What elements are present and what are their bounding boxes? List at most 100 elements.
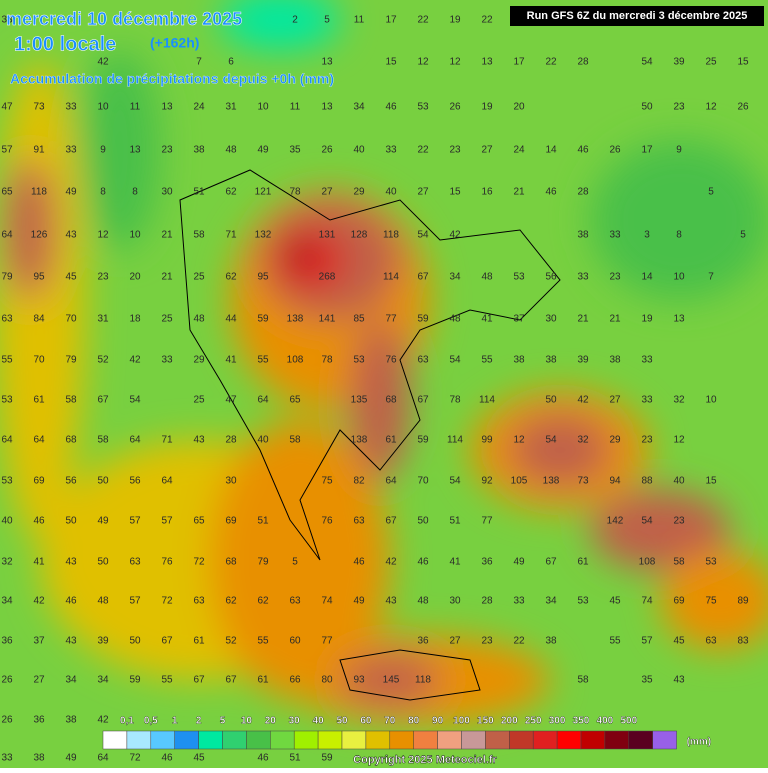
legend-swatch bbox=[580, 730, 606, 750]
grid-value: 108 bbox=[639, 557, 656, 568]
legend: 0,1 0,5 1 2 5 10 20 30 40 50 60 70 80 90 100 150 200 250 3… bbox=[102, 715, 711, 750]
grid-value: 57 bbox=[161, 516, 173, 527]
grid-value: 30 bbox=[449, 596, 461, 607]
grid-value: 89 bbox=[737, 596, 749, 607]
grid-value: 63 bbox=[193, 596, 205, 607]
legend-swatch bbox=[317, 730, 343, 750]
legend-swatch bbox=[437, 730, 462, 750]
grid-value: 40 bbox=[257, 435, 269, 446]
grid-value: 67 bbox=[193, 675, 205, 686]
grid-value: 268 bbox=[319, 272, 336, 283]
grid-value: 46 bbox=[417, 557, 429, 568]
grid-value: 62 bbox=[225, 272, 237, 283]
grid-value: 95 bbox=[33, 272, 45, 283]
grid-value: 79 bbox=[65, 355, 77, 366]
grid-value: 57 bbox=[129, 516, 141, 527]
grid-value: 21 bbox=[161, 230, 173, 241]
legend-swatch bbox=[270, 730, 295, 750]
grid-value: 63 bbox=[289, 596, 301, 607]
grid-value: 38 bbox=[545, 355, 557, 366]
legend-swatch bbox=[509, 730, 534, 750]
grid-value: 35 bbox=[289, 145, 301, 156]
grid-value: 38 bbox=[609, 355, 621, 366]
grid-value: 138 bbox=[351, 435, 368, 446]
legend-label: 350 bbox=[573, 716, 590, 727]
grid-value: 53 bbox=[577, 596, 589, 607]
grid-value: 55 bbox=[481, 355, 493, 366]
grid-value: 25 bbox=[161, 314, 173, 325]
grid-value: 141 bbox=[319, 314, 336, 325]
grid-value: 118 bbox=[383, 230, 399, 241]
grid-value: 22 bbox=[513, 636, 525, 647]
grid-value: 50 bbox=[65, 516, 77, 527]
grid-value: 128 bbox=[351, 230, 368, 241]
grid-value: 70 bbox=[33, 355, 45, 366]
grid-value: 53 bbox=[1, 395, 13, 406]
grid-value: 33 bbox=[513, 596, 525, 607]
grid-value: 39 bbox=[97, 636, 109, 647]
grid-value: 114 bbox=[479, 395, 495, 406]
grid-value: 142 bbox=[607, 516, 624, 527]
grid-value: 108 bbox=[287, 355, 304, 366]
grid-value: 64 bbox=[1, 435, 13, 446]
grid-value: 10 bbox=[129, 230, 141, 241]
grid-value: 65 bbox=[289, 395, 301, 406]
grid-value: 49 bbox=[353, 596, 365, 607]
grid-value: 55 bbox=[609, 636, 621, 647]
grid-value: 13 bbox=[161, 102, 173, 113]
grid-value: 78 bbox=[289, 187, 301, 198]
grid-value: 21 bbox=[577, 314, 589, 325]
grid-value: 48 bbox=[417, 596, 429, 607]
grid-value: 29 bbox=[353, 187, 365, 198]
legend-label: 70 bbox=[384, 716, 396, 727]
grid-value: 62 bbox=[225, 187, 237, 198]
grid-value: 61 bbox=[33, 395, 45, 406]
grid-value: 54 bbox=[641, 57, 653, 68]
legend-label: 20 bbox=[265, 716, 277, 727]
grid-value: 13 bbox=[673, 314, 685, 325]
grid-value: 49 bbox=[65, 753, 77, 764]
grid-value: 64 bbox=[257, 395, 269, 406]
grid-value: 55 bbox=[257, 636, 269, 647]
grid-value: 85 bbox=[353, 314, 365, 325]
grid-value: 64 bbox=[1, 230, 13, 241]
grid-value: 78 bbox=[321, 355, 333, 366]
grid-value: 67 bbox=[161, 636, 173, 647]
grid-value: 26 bbox=[321, 145, 333, 156]
legend-swatch bbox=[389, 730, 414, 750]
grid-value: 55 bbox=[1, 355, 13, 366]
grid-value: 54 bbox=[641, 516, 653, 527]
legend-label: 50 bbox=[336, 716, 348, 727]
grid-value: 57 bbox=[641, 636, 653, 647]
run-box bbox=[510, 6, 764, 26]
copyright: Copyright 2025 Meteociel.fr bbox=[353, 754, 497, 766]
grid-value: 22 bbox=[417, 145, 429, 156]
grid-value: 23 bbox=[641, 435, 653, 446]
grid-value: 54 bbox=[545, 435, 557, 446]
legend-swatch bbox=[532, 730, 558, 750]
subtitle: Accumulation de précipitations depuis +0… bbox=[10, 71, 334, 87]
grid-value: 23 bbox=[673, 516, 685, 527]
grid-value: 38 bbox=[545, 636, 557, 647]
grid-value: 61 bbox=[577, 557, 589, 568]
grid-value: 25 bbox=[705, 57, 717, 68]
grid-value: 42 bbox=[33, 596, 45, 607]
grid-value: 23 bbox=[673, 102, 685, 113]
grid-value: 54 bbox=[449, 476, 461, 487]
grid-value: 40 bbox=[1, 516, 13, 527]
island bbox=[339, 649, 481, 701]
grid-value: 63 bbox=[1, 314, 13, 325]
grid-value: 48 bbox=[481, 272, 493, 283]
grid-value: 38 bbox=[513, 355, 525, 366]
legend-label: 80 bbox=[408, 716, 420, 727]
grid-value: 121 bbox=[255, 187, 272, 198]
grid-value: 63 bbox=[705, 636, 717, 647]
grid-value: 10 bbox=[705, 395, 717, 406]
grid-value: 56 bbox=[65, 476, 77, 487]
grid-value: 7 bbox=[196, 57, 202, 68]
grid-value: 75 bbox=[705, 596, 717, 607]
grid-value: 21 bbox=[609, 314, 621, 325]
grid-value: 45 bbox=[673, 636, 685, 647]
grid-value: 72 bbox=[129, 753, 141, 764]
grid-value: 76 bbox=[321, 516, 333, 527]
